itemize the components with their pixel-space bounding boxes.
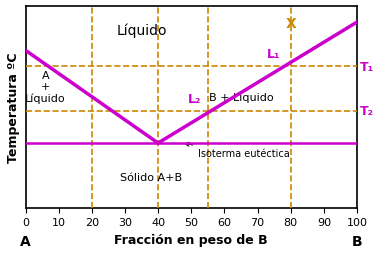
Text: L₂: L₂ <box>188 92 201 105</box>
Text: A: A <box>20 234 31 248</box>
Text: T₁: T₁ <box>360 61 375 74</box>
Y-axis label: Temperatura ºC: Temperatura ºC <box>7 52 20 162</box>
X-axis label: Fracción en peso de B: Fracción en peso de B <box>114 233 268 246</box>
Text: Sólido A+B: Sólido A+B <box>120 173 182 183</box>
Text: L₁: L₁ <box>267 48 281 61</box>
Text: B + Líquido: B + Líquido <box>209 92 273 103</box>
Text: A
+
Líquido: A + Líquido <box>25 70 66 104</box>
Text: Isoterma eutéctica: Isoterma eutéctica <box>185 143 290 158</box>
Text: Líquido: Líquido <box>116 24 167 38</box>
Text: T₂: T₂ <box>360 105 374 118</box>
Text: B: B <box>352 234 362 248</box>
Text: X: X <box>285 17 296 31</box>
